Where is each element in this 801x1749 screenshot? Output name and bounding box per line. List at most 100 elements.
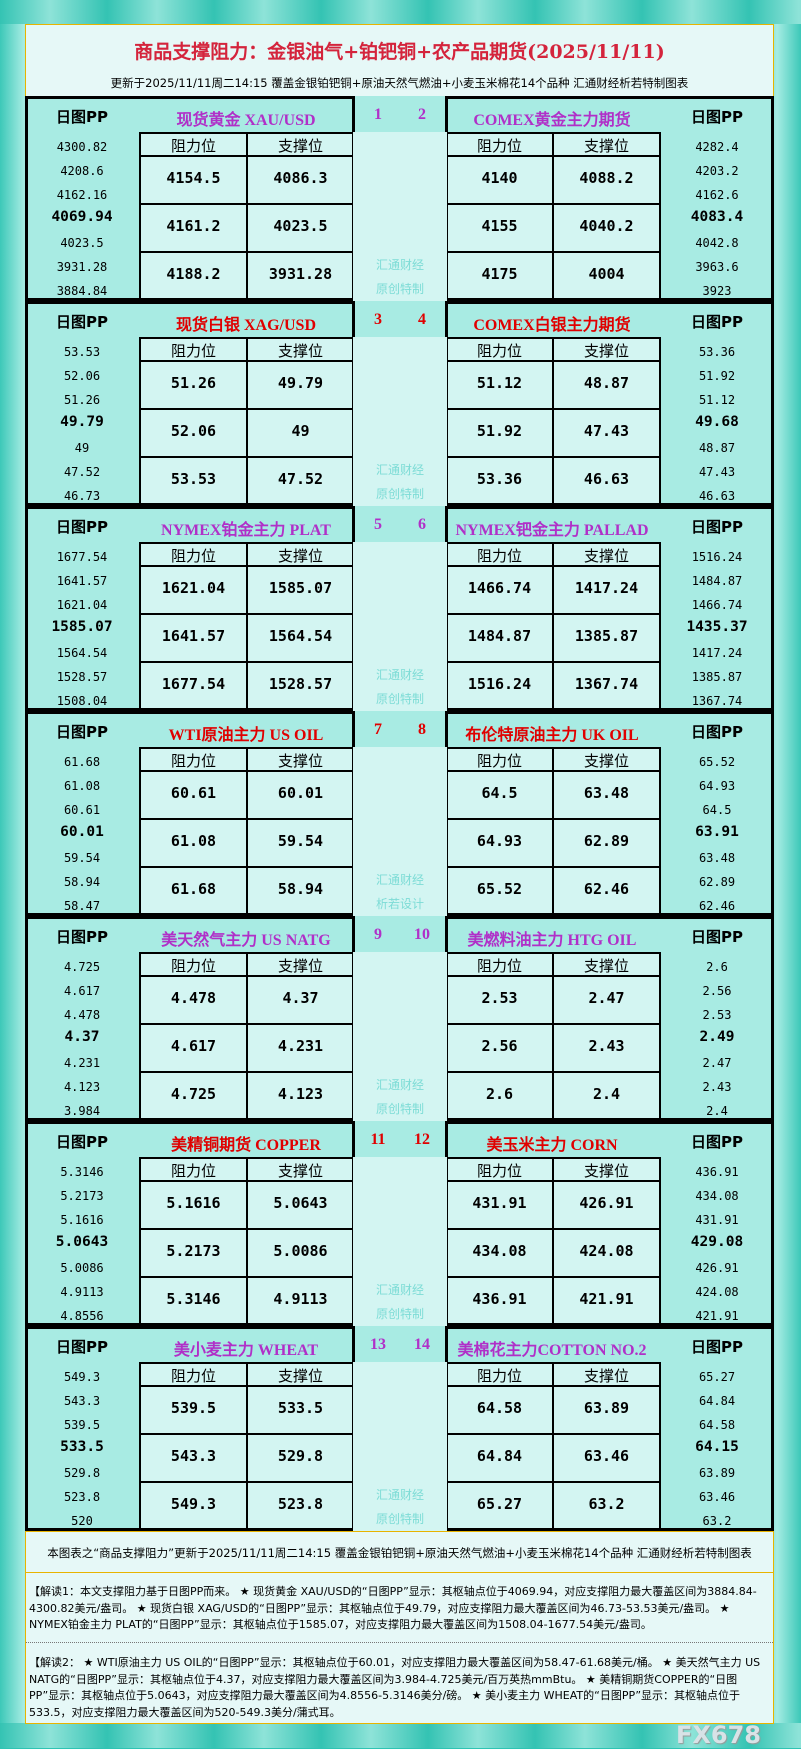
- resistance-value: 543.3: [170, 1447, 217, 1465]
- pp-level-value: 3884.84: [56, 284, 108, 298]
- pivot-point-value: 429.08: [690, 1234, 744, 1250]
- pp-level-value: 4162.16: [56, 188, 108, 202]
- pp-level-value: 4042.8: [695, 236, 739, 250]
- block-number-left: 13: [370, 1336, 386, 1353]
- resistance-value: 1641.57: [161, 627, 226, 645]
- support-value: 424.08: [579, 1242, 634, 1260]
- resistance-value: 64.58: [476, 1399, 523, 1417]
- support-value: 4088.2: [579, 169, 634, 187]
- pp-level-value: 4282.4: [695, 140, 739, 154]
- pp-label: 日图PP: [691, 928, 743, 946]
- grid-line: [552, 337, 554, 506]
- pp-level-value: 1508.04: [56, 694, 108, 708]
- resistance-header: 阻力位: [170, 1162, 216, 1180]
- support-header: 支撑位: [277, 342, 323, 360]
- commodity-block: 日图PP 现货黄金 XAU/USD 4300.82 4208.6 4162.16 4069…: [25, 96, 774, 301]
- resistance-value: 53.36: [476, 470, 523, 488]
- support-header: 支撑位: [277, 752, 323, 770]
- pp-level-value: 1417.24: [691, 646, 743, 660]
- pp-label: 日图PP: [56, 928, 108, 946]
- watermark-text: 汇通财经: [375, 668, 424, 682]
- pivot-point-value: 64.15: [695, 1439, 739, 1455]
- resistance-header: 阻力位: [170, 137, 216, 155]
- instrument-name: 美精铜期货 COPPER: [171, 1137, 321, 1154]
- pp-level-value: 549.3: [63, 1370, 101, 1384]
- resistance-value: 5.1616: [166, 1194, 221, 1212]
- support-value: 58.94: [277, 880, 324, 898]
- resistance-value: 4175: [481, 265, 518, 283]
- pp-level-value: 63.48: [698, 851, 736, 865]
- pp-level-value: 539.5: [63, 1418, 101, 1432]
- pp-level-value: 3931.28: [56, 260, 108, 274]
- pp-level-value: 61.08: [63, 779, 101, 793]
- pp-label: 日图PP: [691, 1133, 743, 1151]
- page-title: 商品支撑阻力：金银油气+铂钯铜+农产品期货(2025/11/11): [134, 41, 665, 63]
- watermark-text: 原创特制: [375, 282, 424, 296]
- block-border: [25, 96, 355, 301]
- pp-level-value: 52.06: [63, 369, 101, 383]
- resistance-header: 阻力位: [476, 957, 522, 975]
- support-header: 支撑位: [277, 137, 323, 155]
- pp-level-value: 436.91: [695, 1165, 739, 1179]
- support-header: 支撑位: [277, 1367, 323, 1385]
- pp-level-value: 46.63: [698, 489, 736, 503]
- commodity-block: 日图PP 美小麦主力 WHEAT 549.3 543.3 539.5 533.5 529.8…: [25, 1326, 774, 1531]
- resistance-header: 阻力位: [476, 137, 522, 155]
- support-value: 63.89: [583, 1399, 630, 1417]
- support-value: 63.48: [583, 784, 630, 802]
- support-value: 49: [291, 422, 310, 440]
- support-value: 1585.07: [268, 579, 333, 597]
- block-number-left: 1: [374, 106, 382, 123]
- pivot-point-value: 1585.07: [51, 619, 113, 635]
- pp-level-value: 1385.87: [691, 670, 743, 684]
- resistance-header: 阻力位: [476, 1367, 522, 1385]
- grid-line: [552, 542, 554, 711]
- support-value: 5.0086: [273, 1242, 328, 1260]
- pp-level-value: 2.6: [706, 960, 728, 974]
- pp-level-value: 5.3146: [60, 1165, 104, 1179]
- resistance-value: 64.5: [481, 784, 518, 802]
- pp-level-value: 65.27: [698, 1370, 736, 1384]
- commodity-block: 日图PP WTI原油主力 US OIL 61.68 61.08 60.61 60.01 59…: [25, 711, 774, 916]
- block-border: [445, 96, 774, 301]
- pp-label: 日图PP: [691, 723, 743, 741]
- block-border: [445, 1326, 774, 1531]
- support-header: 支撑位: [583, 1367, 629, 1385]
- pp-level-value: 1564.54: [56, 646, 108, 660]
- block-number-left: 11: [370, 1131, 386, 1148]
- watermark-text: 原创特制: [375, 1102, 424, 1116]
- watermark-text: 汇通财经: [375, 873, 424, 887]
- pp-level-value: 4.9113: [60, 1285, 104, 1299]
- support-value: 1417.24: [574, 579, 639, 597]
- pp-level-value: 424.08: [695, 1285, 739, 1299]
- block-number-right: 2: [418, 106, 426, 123]
- support-header: 支撑位: [583, 752, 629, 770]
- block-border: [445, 711, 774, 916]
- support-value: 1385.87: [574, 627, 639, 645]
- support-header: 支撑位: [583, 957, 629, 975]
- levels-table: 阻力位 支撑位 4.478 4.37 4.617 4.231 4.725 4.123: [139, 952, 355, 1121]
- block-number-right: 6: [418, 516, 426, 533]
- grid-line: [552, 1362, 554, 1531]
- support-value: 47.52: [277, 470, 324, 488]
- grid-line: [246, 132, 248, 301]
- levels-table: 阻力位 支撑位 1621.04 1585.07 1641.57 1564.54 1677.5…: [139, 542, 355, 711]
- pp-level-value: 47.52: [63, 465, 101, 479]
- pp-level-value: 1677.54: [56, 550, 108, 564]
- pp-level-value: 65.52: [698, 755, 736, 769]
- pp-level-value: 3.984: [63, 1104, 101, 1118]
- pp-level-value: 62.46: [698, 899, 736, 913]
- instrument-name: 现货白银 XAG/USD: [175, 317, 316, 334]
- resistance-value: 549.3: [170, 1495, 217, 1513]
- support-value: 2.47: [588, 989, 625, 1007]
- support-value: 60.01: [277, 784, 324, 802]
- watermark-text: 原创特制: [375, 692, 424, 706]
- levels-table: 阻力位 支撑位 5.1616 5.0643 5.2173 5.0086 5.3146 4.91…: [139, 1157, 355, 1326]
- block-number-right: 14: [414, 1336, 430, 1353]
- pp-level-value: 2.4: [706, 1104, 728, 1118]
- pp-label: 日图PP: [691, 108, 743, 126]
- pp-level-value: 5.1616: [60, 1213, 104, 1227]
- pp-level-value: 4300.82: [56, 140, 108, 154]
- levels-table: 阻力位 支撑位 51.26 49.79 52.06 49 53.53 47.52: [139, 337, 355, 506]
- pp-level-value: 63.89: [698, 1466, 736, 1480]
